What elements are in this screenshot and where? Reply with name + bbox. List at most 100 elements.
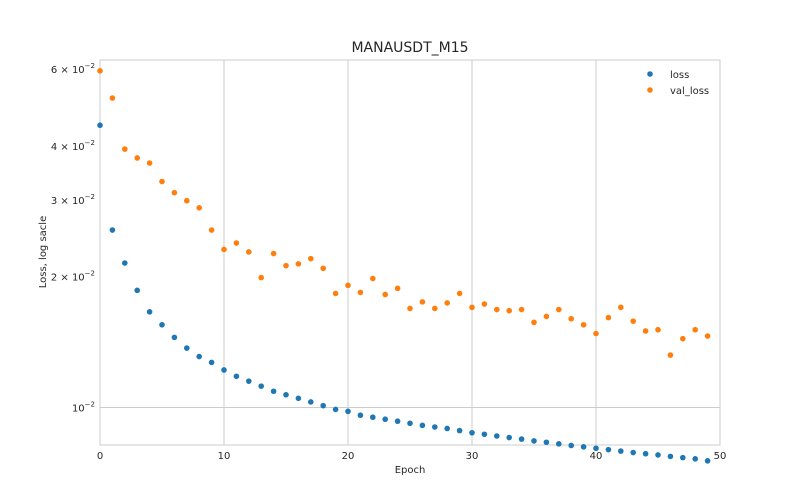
point-val-loss: [320, 265, 327, 272]
x-tick-label: 40: [590, 451, 603, 462]
point-loss: [642, 450, 649, 457]
y-tick-label: 4 × 10−2: [51, 139, 95, 153]
point-val-loss: [246, 249, 252, 255]
point-loss: [556, 441, 562, 447]
point-loss: [692, 456, 698, 462]
point-val-loss: [357, 289, 364, 296]
point-loss: [531, 438, 537, 444]
y-axis-label: Loss, log sacle: [38, 216, 49, 288]
point-val-loss: [208, 227, 215, 233]
point-val-loss: [146, 160, 153, 166]
point-val-loss: [456, 290, 463, 297]
x-tick-label: 50: [714, 451, 727, 462]
point-loss: [208, 359, 215, 366]
point-loss: [494, 433, 500, 439]
point-loss: [97, 122, 103, 129]
point-loss: [233, 373, 240, 380]
point-loss: [382, 416, 389, 423]
point-loss: [270, 388, 277, 395]
point-val-loss: [122, 146, 128, 152]
point-loss: [345, 408, 351, 415]
point-val-loss: [382, 291, 389, 298]
point-val-loss: [506, 307, 512, 314]
y-tick-label: 3 × 10−2: [51, 193, 95, 207]
point-loss: [295, 395, 302, 402]
plot-area: [100, 60, 720, 445]
point-val-loss: [196, 204, 202, 211]
point-val-loss: [332, 290, 339, 297]
point-val-loss: [345, 282, 351, 289]
point-val-loss: [531, 319, 537, 326]
point-val-loss: [568, 315, 574, 322]
point-val-loss: [630, 318, 636, 324]
point-loss: [283, 391, 289, 398]
point-loss: [618, 448, 624, 454]
point-loss: [456, 427, 463, 434]
point-loss: [146, 309, 153, 315]
point-loss: [171, 334, 178, 341]
point-loss: [469, 429, 475, 436]
point-loss: [221, 367, 227, 373]
point-loss: [568, 442, 574, 449]
legend-label: val_loss: [670, 86, 709, 97]
point-val-loss: [407, 305, 413, 312]
point-loss: [667, 453, 674, 460]
point-loss: [419, 422, 426, 429]
plot-frame: [99, 59, 721, 446]
point-val-loss: [295, 261, 302, 267]
point-val-loss: [394, 285, 401, 292]
point-loss: [605, 446, 612, 453]
point-val-loss: [308, 255, 314, 262]
point-loss: [407, 420, 413, 427]
point-val-loss: [494, 306, 500, 313]
point-val-loss: [543, 313, 550, 320]
point-loss: [196, 353, 202, 360]
point-val-loss: [704, 333, 711, 339]
point-val-loss: [159, 178, 165, 185]
point-val-loss: [109, 95, 116, 101]
point-loss: [444, 425, 451, 432]
point-val-loss: [134, 155, 140, 161]
legend-marker: [647, 71, 653, 77]
data-points: [97, 67, 711, 464]
point-loss: [593, 445, 599, 452]
point-val-loss: [655, 326, 661, 333]
point-loss: [246, 378, 252, 384]
point-val-loss: [444, 300, 451, 306]
point-val-loss: [518, 306, 525, 313]
point-loss: [134, 287, 140, 294]
point-loss: [370, 414, 376, 421]
point-val-loss: [605, 314, 612, 321]
x-axis-ticks: 0 10 20 30 40 50: [97, 451, 727, 462]
point-val-loss: [680, 335, 686, 342]
point-loss: [159, 321, 165, 328]
point-loss: [184, 345, 190, 351]
point-loss: [258, 383, 265, 389]
point-loss: [630, 449, 636, 456]
point-val-loss: [692, 326, 698, 333]
x-tick-label: 30: [466, 451, 479, 462]
point-loss: [308, 399, 314, 405]
point-val-loss: [283, 262, 289, 269]
point-loss: [432, 424, 438, 430]
point-val-loss: [481, 301, 488, 307]
point-val-loss: [270, 250, 277, 257]
x-tick-label: 10: [218, 451, 231, 462]
point-loss: [580, 444, 587, 450]
point-val-loss: [184, 197, 190, 204]
point-val-loss: [370, 275, 376, 282]
point-val-loss: [556, 306, 562, 313]
chart-title: MANAUSDT_M15: [351, 40, 468, 56]
point-loss: [481, 431, 488, 438]
legend-marker: [647, 87, 653, 93]
point-loss: [320, 402, 327, 409]
point-val-loss: [233, 240, 240, 246]
point-val-loss: [221, 246, 227, 253]
legend-label: loss: [670, 70, 689, 81]
point-loss: [394, 418, 401, 425]
point-val-loss: [469, 304, 475, 311]
point-loss: [109, 227, 116, 233]
point-val-loss: [171, 189, 178, 196]
point-loss: [332, 406, 339, 413]
